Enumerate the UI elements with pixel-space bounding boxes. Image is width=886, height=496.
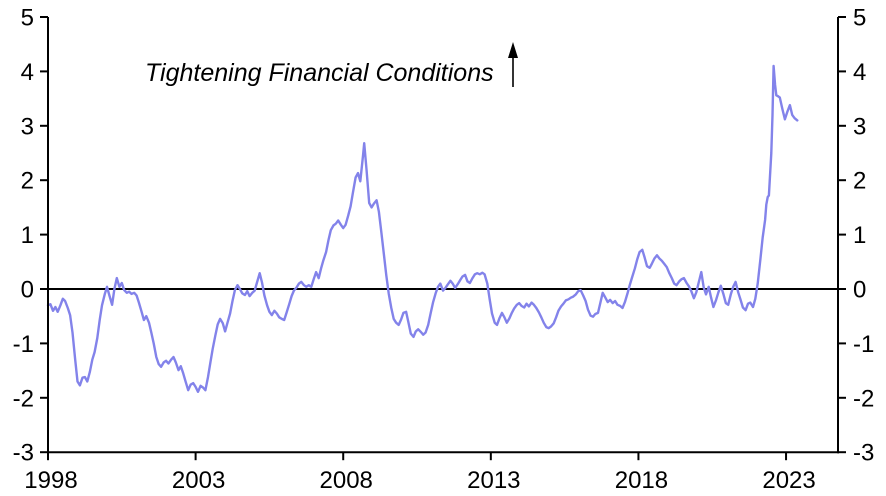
y-tick-label-right: 1 xyxy=(853,222,866,249)
data-line xyxy=(46,64,799,393)
x-tick-label: 2003 xyxy=(172,467,225,494)
y-tick-label-left: 0 xyxy=(21,277,34,304)
y-axis-right: 5 4 3 2 1 0 -1 -2 -3 xyxy=(838,5,874,467)
x-axis: 1998 2003 2008 2013 2018 2023 xyxy=(24,452,816,494)
y-tick-label-left: -2 xyxy=(13,385,34,412)
y-tick-label-left: 2 xyxy=(21,168,34,195)
y-tick-label-right: 5 xyxy=(853,5,866,32)
y-axis-left: 5 4 3 2 1 0 -1 -2 -3 xyxy=(13,5,48,467)
series-line xyxy=(46,64,799,393)
y-tick-label-left: -3 xyxy=(13,440,34,467)
x-tick-label: 2013 xyxy=(467,467,520,494)
x-tick-label: 1998 xyxy=(24,467,77,494)
y-tick-label-left: -1 xyxy=(13,331,34,358)
up-arrow-icon xyxy=(508,42,518,87)
x-tick-label: 2008 xyxy=(320,467,373,494)
y-tick-label-right: 0 xyxy=(853,277,866,304)
y-tick-label-right: 3 xyxy=(853,113,866,140)
y-tick-label-left: 5 xyxy=(21,5,34,32)
y-tick-label-left: 4 xyxy=(21,59,34,86)
x-tick-label: 2023 xyxy=(762,467,815,494)
y-tick-label-right: 4 xyxy=(853,59,866,86)
y-tick-label-left: 3 xyxy=(21,113,34,140)
x-tick-label: 2018 xyxy=(615,467,668,494)
y-tick-label-right: -2 xyxy=(853,385,874,412)
y-tick-label-right: -3 xyxy=(853,440,874,467)
annotation-tightening-label: Tightening Financial Conditions xyxy=(145,59,494,87)
y-tick-label-right: -1 xyxy=(853,331,874,358)
y-tick-label-right: 2 xyxy=(853,168,866,195)
y-tick-label-left: 1 xyxy=(21,222,34,249)
